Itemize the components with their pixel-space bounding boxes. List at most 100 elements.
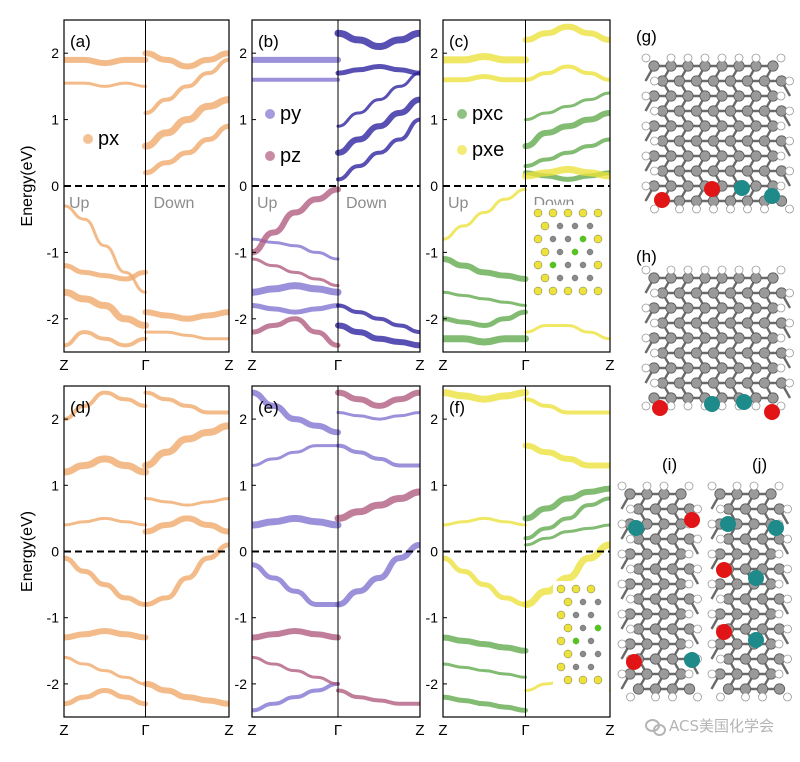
carbon-atom [733,90,745,102]
hydrogen-atom [776,303,786,313]
hydrogen-atom [776,181,786,191]
carbon-atom [750,90,762,102]
hydrogen-atom [666,265,676,275]
inset-atom [556,610,566,620]
hydrogen-atom [617,639,627,649]
carbon-atom [658,578,670,590]
band-px-up-4 [64,56,149,67]
inset-atom [540,247,550,257]
carbon-atom [758,377,771,389]
x-tick-label: Z [438,722,447,739]
hydrogen-atom [783,564,792,574]
inset-atom-highlight [594,624,602,632]
y-tick-label: -1 [235,244,248,260]
band-px-down-0 [142,515,229,535]
carbon-atom [641,608,653,620]
legend-label-py: py [280,103,301,125]
band-pxc-down-0 [523,137,610,169]
carbon-atom [690,287,703,299]
hydrogen-atom [717,53,727,63]
band-pxc-up-0 [443,256,529,282]
panel-label: (e) [258,398,279,417]
hydrogen-atom [716,692,725,702]
inset-atom [548,208,558,218]
band-py-up-4 [252,389,341,436]
carbon-atom [683,683,696,695]
bands [252,29,420,349]
carbon-atom [666,593,679,605]
band-py-up-2 [252,282,342,296]
hydrogen-atom [684,579,694,589]
band-panel-d: 2 1 0 -1 -2 Z Γ Z (d) Energy(eV) [19,385,234,739]
legend-marker-pxe [457,145,467,155]
carbon-atom [758,317,771,329]
bands [64,390,229,707]
carbon-atom [658,608,670,620]
hydrogen-atom [650,378,659,388]
inset-atom [593,260,603,270]
band-py-up-0 [252,444,340,467]
hydrogen-atom [709,204,718,214]
carbon-atom [658,548,670,560]
carbon-atom [731,548,743,560]
band-px-down-3 [142,422,229,469]
inset-atom [579,598,587,606]
hydrogen-atom [785,348,794,358]
y-tick-label: 1 [430,112,438,128]
carbon-atom [690,347,703,359]
carbon-atom [690,165,703,177]
hydrogen-atom [707,609,717,619]
carbon-atom [690,317,703,329]
hydrogen-atom [785,166,794,176]
band-pxe-down-1 [523,64,610,82]
inset-atom [533,208,543,218]
carbon-atom [716,90,728,102]
carbon-atom [739,653,752,665]
hydrogen-atom [716,534,725,544]
hydrogen-atom [774,549,784,559]
spin-up-label: Up [69,195,90,212]
hydrogen-atom [668,692,677,702]
carbon-atom [690,105,703,117]
carbon-atom [673,135,686,147]
hydrogen-atom [749,481,759,491]
carbon-atom [641,638,653,650]
band-pz-up-1 [252,655,340,686]
hydrogen-atom [693,564,702,574]
hydrogen-atom [626,692,635,702]
y-tick-label: 0 [239,544,247,560]
carbon-atom [741,347,754,359]
hydrogen-atom [641,181,651,191]
inset-atom [594,598,602,606]
inset-atom [556,222,564,230]
inset-atom [587,611,595,619]
band-pz-down-2 [336,71,420,128]
band-px-up-2 [64,455,149,476]
watermark: ACS美国化学会 [645,715,774,736]
band-pz-down-0 [336,117,420,182]
band-pxc-up-2 [443,309,528,328]
hydrogen-atom [650,136,659,146]
band-pxc-down-2 [524,91,610,122]
carbon-atom [733,150,745,162]
spin-up-label: Up [257,195,278,212]
inset-atom [586,274,594,282]
carbon-atom [739,533,752,545]
molecule-panel-g: (g) [636,27,794,214]
carbon-atom [699,90,711,102]
band-px-up-3 [64,330,148,348]
inset-atom [594,650,602,658]
hydrogen-atom [783,594,792,604]
carbon-atom [758,287,771,299]
hydrogen-atom [666,401,676,411]
hydrogen-atom [785,204,794,214]
band-pxc-up-0 [443,634,529,654]
hydrogen-atom [617,549,627,559]
carbon-atom [665,332,677,344]
band-pxe-up-2 [443,53,529,64]
inset-atom-highlight [549,261,557,269]
x-tick-label: Z [415,722,424,739]
carbon-atom [741,75,754,87]
carbon-atom [699,150,711,162]
x-tick-label: Γ [521,722,529,739]
